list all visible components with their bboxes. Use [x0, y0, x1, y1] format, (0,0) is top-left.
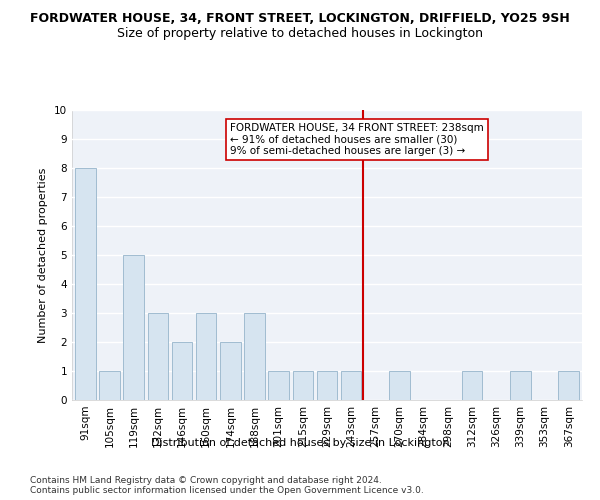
Bar	[172, 342, 192, 400]
Bar	[268, 371, 289, 400]
Bar	[99, 371, 120, 400]
Bar	[559, 371, 579, 400]
Text: FORDWATER HOUSE, 34 FRONT STREET: 238sqm
← 91% of detached houses are smaller (3: FORDWATER HOUSE, 34 FRONT STREET: 238sqm…	[230, 123, 484, 156]
Bar	[124, 255, 144, 400]
Text: FORDWATER HOUSE, 34, FRONT STREET, LOCKINGTON, DRIFFIELD, YO25 9SH: FORDWATER HOUSE, 34, FRONT STREET, LOCKI…	[30, 12, 570, 26]
Bar	[317, 371, 337, 400]
Bar	[389, 371, 410, 400]
Bar	[462, 371, 482, 400]
Text: Distribution of detached houses by size in Lockington: Distribution of detached houses by size …	[151, 438, 449, 448]
Bar	[148, 313, 168, 400]
Bar	[196, 313, 217, 400]
Text: Contains HM Land Registry data © Crown copyright and database right 2024.
Contai: Contains HM Land Registry data © Crown c…	[30, 476, 424, 495]
Bar	[75, 168, 95, 400]
Text: Size of property relative to detached houses in Lockington: Size of property relative to detached ho…	[117, 28, 483, 40]
Bar	[293, 371, 313, 400]
Y-axis label: Number of detached properties: Number of detached properties	[38, 168, 49, 342]
Bar	[341, 371, 361, 400]
Bar	[220, 342, 241, 400]
Bar	[510, 371, 530, 400]
Bar	[244, 313, 265, 400]
